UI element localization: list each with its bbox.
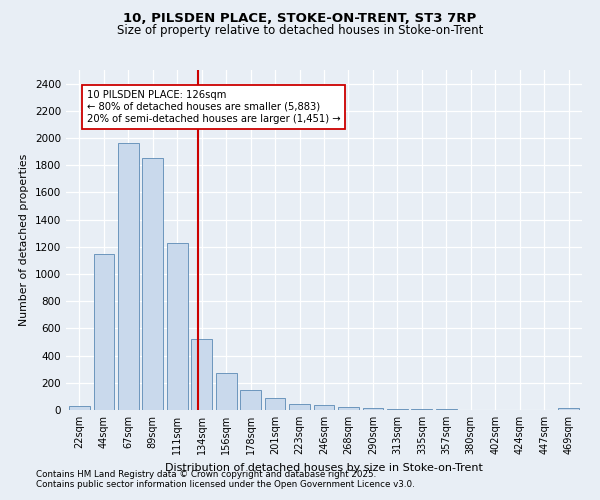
Bar	[94, 254, 114, 410]
Bar	[142, 158, 163, 410]
Text: 10 PILSDEN PLACE: 126sqm
← 80% of detached houses are smaller (5,883)
20% of sem: 10 PILSDEN PLACE: 126sqm ← 80% of detach…	[87, 90, 340, 124]
Bar	[314, 405, 334, 410]
Bar	[338, 408, 359, 410]
X-axis label: Distribution of detached houses by size in Stoke-on-Trent: Distribution of detached houses by size …	[165, 462, 483, 472]
Bar	[191, 340, 212, 410]
Bar	[69, 406, 90, 410]
Bar	[289, 404, 310, 410]
Bar	[240, 390, 261, 410]
Bar	[387, 409, 408, 410]
Bar	[558, 408, 579, 410]
Bar	[216, 372, 236, 410]
Bar	[118, 144, 139, 410]
Text: Size of property relative to detached houses in Stoke-on-Trent: Size of property relative to detached ho…	[117, 24, 483, 37]
Text: 10, PILSDEN PLACE, STOKE-ON-TRENT, ST3 7RP: 10, PILSDEN PLACE, STOKE-ON-TRENT, ST3 7…	[124, 12, 476, 26]
Bar	[167, 242, 188, 410]
Text: Contains public sector information licensed under the Open Government Licence v3: Contains public sector information licen…	[36, 480, 415, 489]
Bar	[265, 398, 286, 410]
Text: Contains HM Land Registry data © Crown copyright and database right 2025.: Contains HM Land Registry data © Crown c…	[36, 470, 376, 479]
Bar	[362, 408, 383, 410]
Y-axis label: Number of detached properties: Number of detached properties	[19, 154, 29, 326]
